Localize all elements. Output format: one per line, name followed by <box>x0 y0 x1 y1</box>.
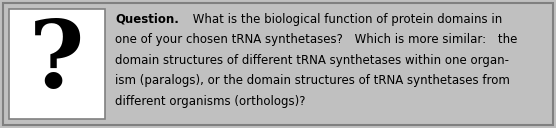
Text: different organisms (orthologs)?: different organisms (orthologs)? <box>115 95 305 108</box>
Text: What is the biological function of protein domains in: What is the biological function of prote… <box>181 13 502 26</box>
Bar <box>9 9 105 119</box>
Text: one of your chosen tRNA synthetases? Which is more similar: the: one of your chosen tRNA synthetases? Whi… <box>115 33 518 46</box>
Text: domain structures of different tRNA synthetases within one organ-: domain structures of different tRNA synt… <box>115 54 509 67</box>
Text: ?: ? <box>29 17 85 107</box>
Text: ism (paralogs), or the domain structures of tRNA synthetases from: ism (paralogs), or the domain structures… <box>115 74 510 87</box>
Text: Question.: Question. <box>115 13 179 26</box>
